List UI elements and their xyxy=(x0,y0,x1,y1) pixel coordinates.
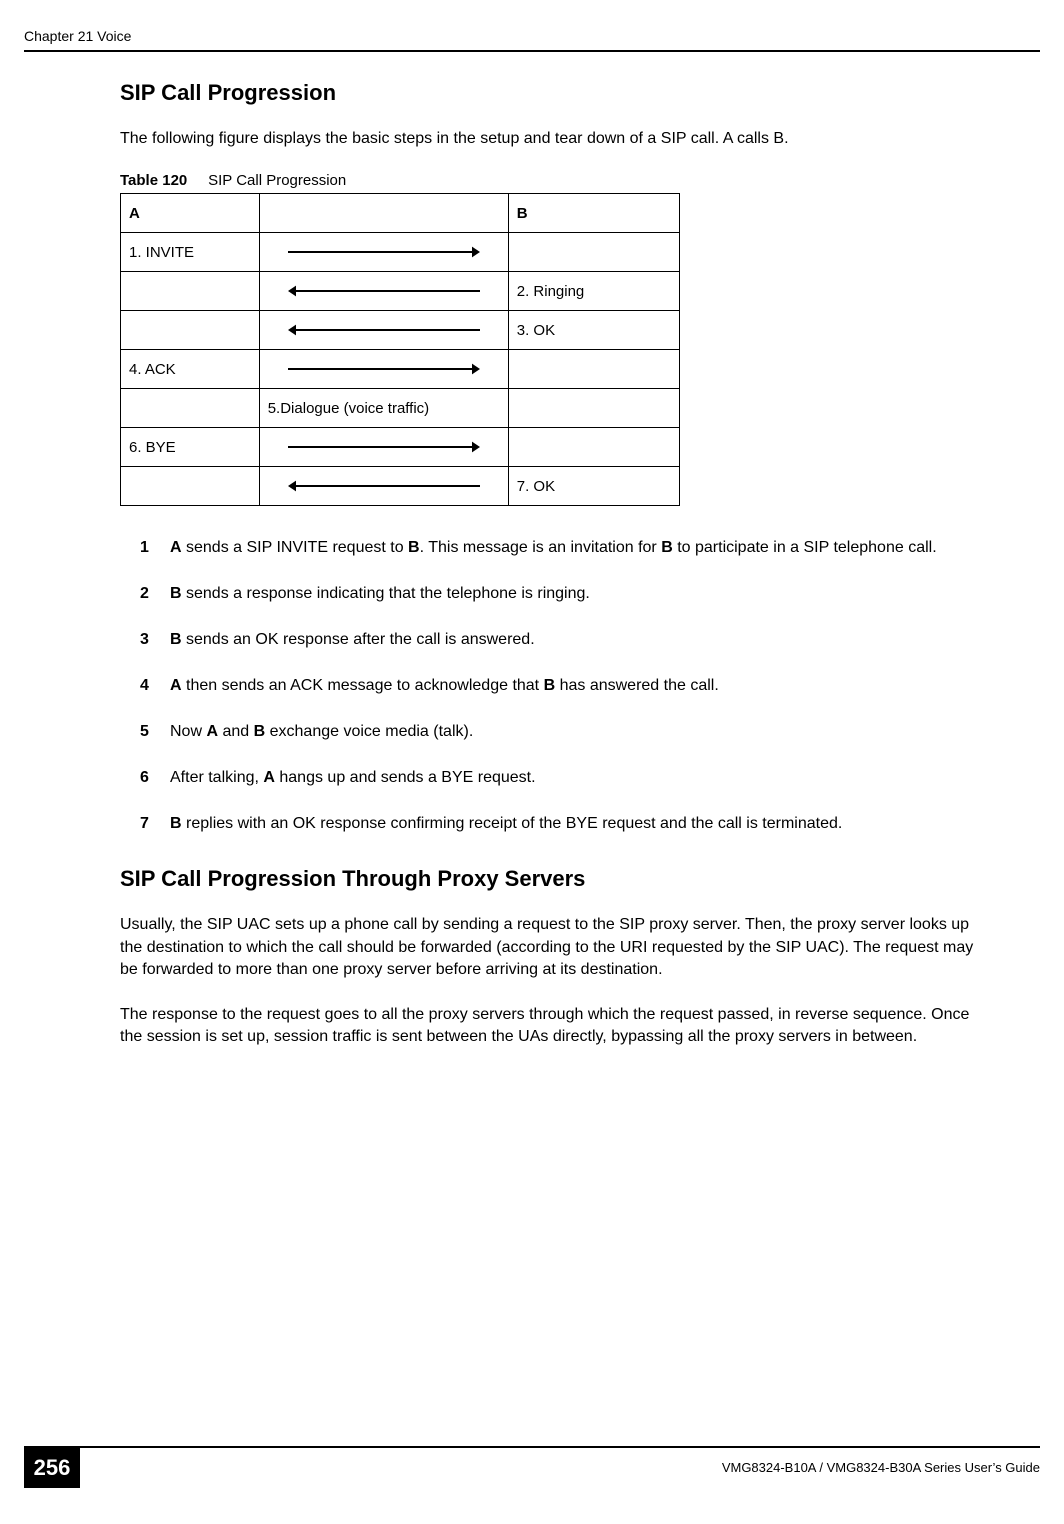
arrow-left-icon xyxy=(284,322,484,338)
table-row: 1. INVITE xyxy=(121,233,680,272)
page-number-box: 256 xyxy=(24,1448,80,1488)
table-cell-b: 7. OK xyxy=(508,467,679,506)
table-cell-mid xyxy=(259,350,508,389)
table-cell-b xyxy=(508,389,679,428)
page-header: Chapter 21 Voice xyxy=(24,28,1040,44)
step-2: B sends a response indicating that the t… xyxy=(140,582,992,606)
page-number: 256 xyxy=(34,1455,71,1481)
arrow-left-icon xyxy=(284,283,484,299)
arrow-right-icon xyxy=(284,439,484,455)
table-caption-label: Table 120 xyxy=(120,172,187,189)
step-1: A sends a SIP INVITE request to B. This … xyxy=(140,536,992,560)
arrow-right-icon xyxy=(284,361,484,377)
table-cell-b xyxy=(508,233,679,272)
sip-call-progression-table: AB1. INVITE2. Ringing3. OK4. ACK5.Dialog… xyxy=(120,193,680,506)
table-cell-a xyxy=(121,272,260,311)
table-cell-b: 2. Ringing xyxy=(508,272,679,311)
table-cell-a: 6. BYE xyxy=(121,428,260,467)
table-header-b: B xyxy=(508,194,679,233)
table-cell-mid xyxy=(259,428,508,467)
table-row: 6. BYE xyxy=(121,428,680,467)
footer-doc-title: VMG8324-B10A / VMG8324-B30A Series User’… xyxy=(722,1460,1040,1475)
step-6: After talking, A hangs up and sends a BY… xyxy=(140,766,992,790)
table-cell-mid xyxy=(259,233,508,272)
table-cell-a xyxy=(121,389,260,428)
step-7: B replies with an OK response confirming… xyxy=(140,812,992,836)
table-row: 7. OK xyxy=(121,467,680,506)
intro-paragraph: The following figure displays the basic … xyxy=(120,128,992,150)
step-4: A then sends an ACK message to acknowled… xyxy=(140,674,992,698)
proxy-paragraph-1: Usually, the SIP UAC sets up a phone cal… xyxy=(120,914,992,981)
table-row: 2. Ringing xyxy=(121,272,680,311)
table-row: 5.Dialogue (voice traffic) xyxy=(121,389,680,428)
table-caption: Table 120 SIP Call Progression xyxy=(120,172,992,189)
proxy-paragraph-2: The response to the request goes to all … xyxy=(120,1004,992,1049)
table-row: 3. OK xyxy=(121,311,680,350)
header-rule xyxy=(24,50,1040,52)
footer-rule xyxy=(24,1446,1040,1448)
table-header-a: A xyxy=(121,194,260,233)
table-cell-mid xyxy=(259,467,508,506)
table-header-mid xyxy=(259,194,508,233)
table-row: 4. ACK xyxy=(121,350,680,389)
table-cell-a: 1. INVITE xyxy=(121,233,260,272)
page-footer: 256 VMG8324-B10A / VMG8324-B30A Series U… xyxy=(24,1446,1040,1496)
section-heading-proxy-servers: SIP Call Progression Through Proxy Serve… xyxy=(120,866,992,892)
step-3: B sends an OK response after the call is… xyxy=(140,628,992,652)
table-header-row: AB xyxy=(121,194,680,233)
chapter-title: Chapter 21 Voice xyxy=(24,28,131,44)
table-cell-mid xyxy=(259,311,508,350)
table-cell-b xyxy=(508,428,679,467)
table-cell-b: 3. OK xyxy=(508,311,679,350)
steps-list: A sends a SIP INVITE request to B. This … xyxy=(120,536,992,836)
table-cell-a xyxy=(121,311,260,350)
page-content: SIP Call Progression The following figur… xyxy=(120,80,992,1070)
step-5: Now A and B exchange voice media (talk). xyxy=(140,720,992,744)
section-heading-sip-call-progression: SIP Call Progression xyxy=(120,80,992,106)
table-cell-a: 4. ACK xyxy=(121,350,260,389)
table-cell-mid: 5.Dialogue (voice traffic) xyxy=(259,389,508,428)
table-cell-a xyxy=(121,467,260,506)
table-cell-mid xyxy=(259,272,508,311)
table-caption-text: SIP Call Progression xyxy=(208,172,346,189)
arrow-right-icon xyxy=(284,244,484,260)
table-cell-b xyxy=(508,350,679,389)
arrow-left-icon xyxy=(284,478,484,494)
